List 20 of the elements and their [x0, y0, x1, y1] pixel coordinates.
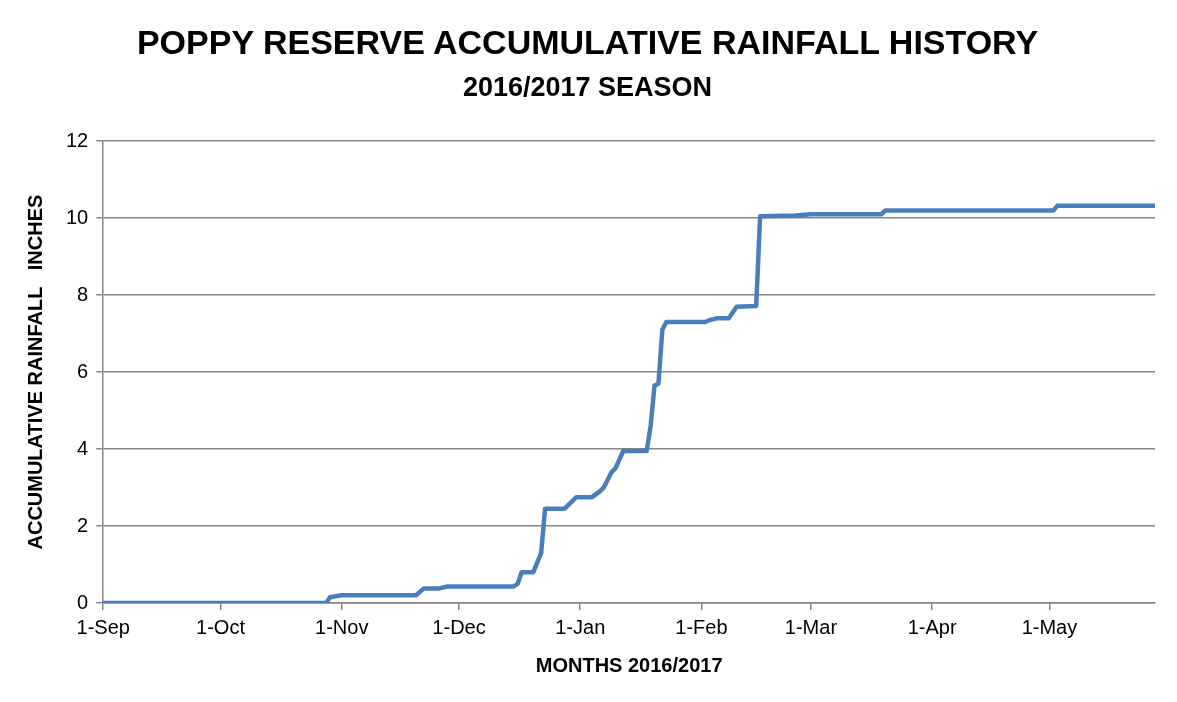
- x-tick-label: 1-Dec: [432, 615, 486, 638]
- x-tick-label: 1-Feb: [675, 615, 728, 638]
- y-tick-label: 8: [77, 282, 89, 305]
- x-tick-label: 1-Sep: [76, 615, 130, 638]
- chart-subtitle: 2016/2017 SEASON: [462, 72, 713, 103]
- y-axis-title: ACCUMULATIVE RAINFALL INCHES: [23, 194, 46, 550]
- chart-title: POPPY RESERVE ACCUMULATIVE RAINFALL HISTORY: [136, 22, 1039, 61]
- x-axis-title: MONTHS 2016/2017: [535, 653, 723, 676]
- x-tick-label: 1-Nov: [315, 615, 369, 638]
- y-tick-label: 0: [77, 590, 89, 613]
- x-tick-label: 1-Mar: [784, 615, 838, 638]
- y-tick-label: 2: [77, 513, 89, 536]
- y-tick-label: 10: [66, 205, 89, 228]
- y-tick-label: 12: [66, 128, 89, 151]
- y-tick-label: 6: [77, 359, 89, 382]
- y-tick-label: 4: [77, 436, 89, 459]
- x-tick-label: 1-Oct: [196, 615, 246, 638]
- x-tick-label: 1-Apr: [907, 615, 957, 638]
- x-tick-label: 1-Jan: [555, 615, 606, 638]
- x-tick-label: 1-May: [1021, 615, 1078, 638]
